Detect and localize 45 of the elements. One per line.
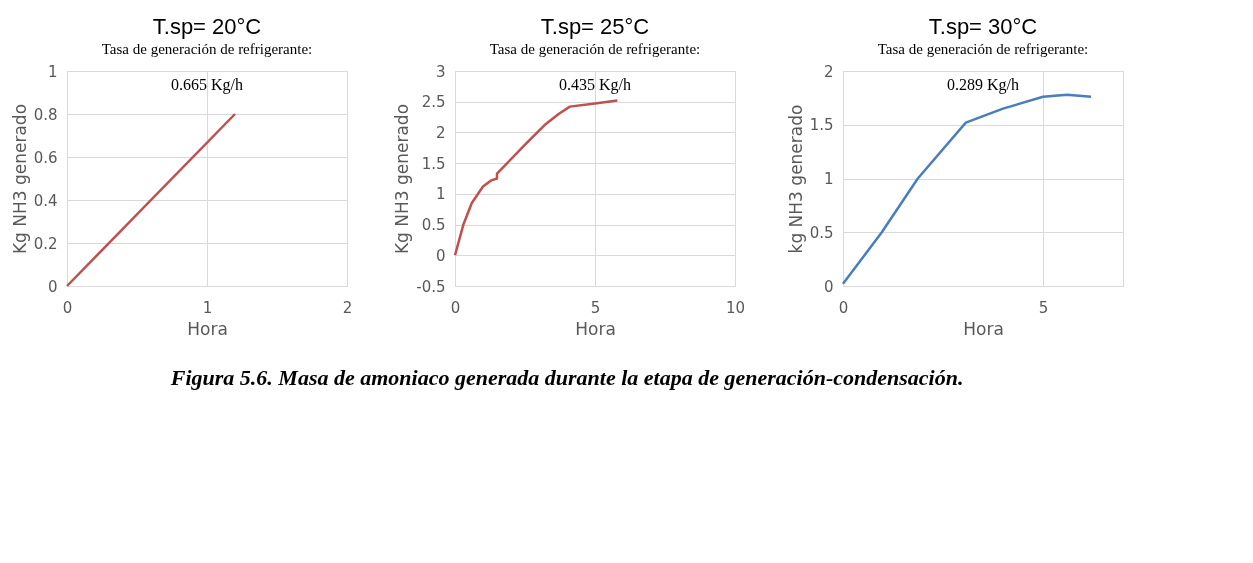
y-tick-label: 0.5 <box>809 223 834 242</box>
y-axis-title: Kg NH3 generado <box>9 103 30 255</box>
x-tick-label: 0 <box>62 298 73 317</box>
y-tick-label: 0 <box>823 277 834 296</box>
x-tick-label: 0 <box>450 298 461 317</box>
x-tick-label: 5 <box>590 298 601 317</box>
y-tick-label: 1 <box>435 185 446 204</box>
text: Figura 5.6. Masa de amoniaco generada durante la etapa de generación-condensación. <box>169 364 964 390</box>
x-axis-title: Hora <box>575 318 616 339</box>
chart-subtitle: Tasa de generación de refrigerante: <box>877 41 1089 57</box>
y-tick-label: 0 <box>47 277 58 296</box>
line-series <box>453 99 619 257</box>
y-tick-label: 1.5 <box>421 154 446 173</box>
y-tick-label: 0.8 <box>33 105 58 124</box>
y-axis-title: kg NH3 generado <box>785 104 806 254</box>
chart-title: T.sp= 25°C <box>540 14 650 39</box>
y-tick-label: 2.5 <box>421 93 446 112</box>
y-tick-label: 0.5 <box>421 216 446 235</box>
y-tick-label: 0.2 <box>33 234 58 253</box>
annotation: 0.435 Kg/h <box>559 76 631 94</box>
chart-subtitle: Tasa de generación de refrigerante: <box>489 41 701 57</box>
y-tick-label: 0 <box>435 246 446 265</box>
x-axis-title: Hora <box>187 318 228 339</box>
y-tick-label: -0.5 <box>416 277 446 296</box>
y-tick-label: 1 <box>823 170 834 188</box>
x-tick-label: 1 <box>202 298 213 317</box>
y-tick-label: 1 <box>47 62 58 81</box>
annotation: 0.665 Kg/h <box>171 76 243 94</box>
y-axis-title: Kg NH3 generado <box>392 103 413 255</box>
chart-title: T.sp= 30°C <box>928 14 1038 39</box>
x-tick-label: 0 <box>838 298 849 317</box>
y-tick-label: 2 <box>823 62 834 81</box>
x-axis-title: Hora <box>963 318 1004 339</box>
x-tick-label: 5 <box>1038 298 1049 317</box>
line-series <box>841 93 1093 286</box>
y-tick-label: 3 <box>435 62 446 81</box>
y-tick-label: 2 <box>435 123 446 142</box>
y-tick-label: 1.5 <box>809 116 834 135</box>
annotation: 0.289 Kg/h <box>947 76 1019 94</box>
chart-title: T.sp= 20°C <box>152 14 262 39</box>
x-tick-label: 2 <box>342 298 353 317</box>
x-tick-label: 10 <box>725 298 746 317</box>
y-tick-label: 0.6 <box>33 148 58 167</box>
chart-subtitle: Tasa de generación de refrigerante: <box>101 41 313 57</box>
y-tick-label: 0.4 <box>33 191 58 210</box>
